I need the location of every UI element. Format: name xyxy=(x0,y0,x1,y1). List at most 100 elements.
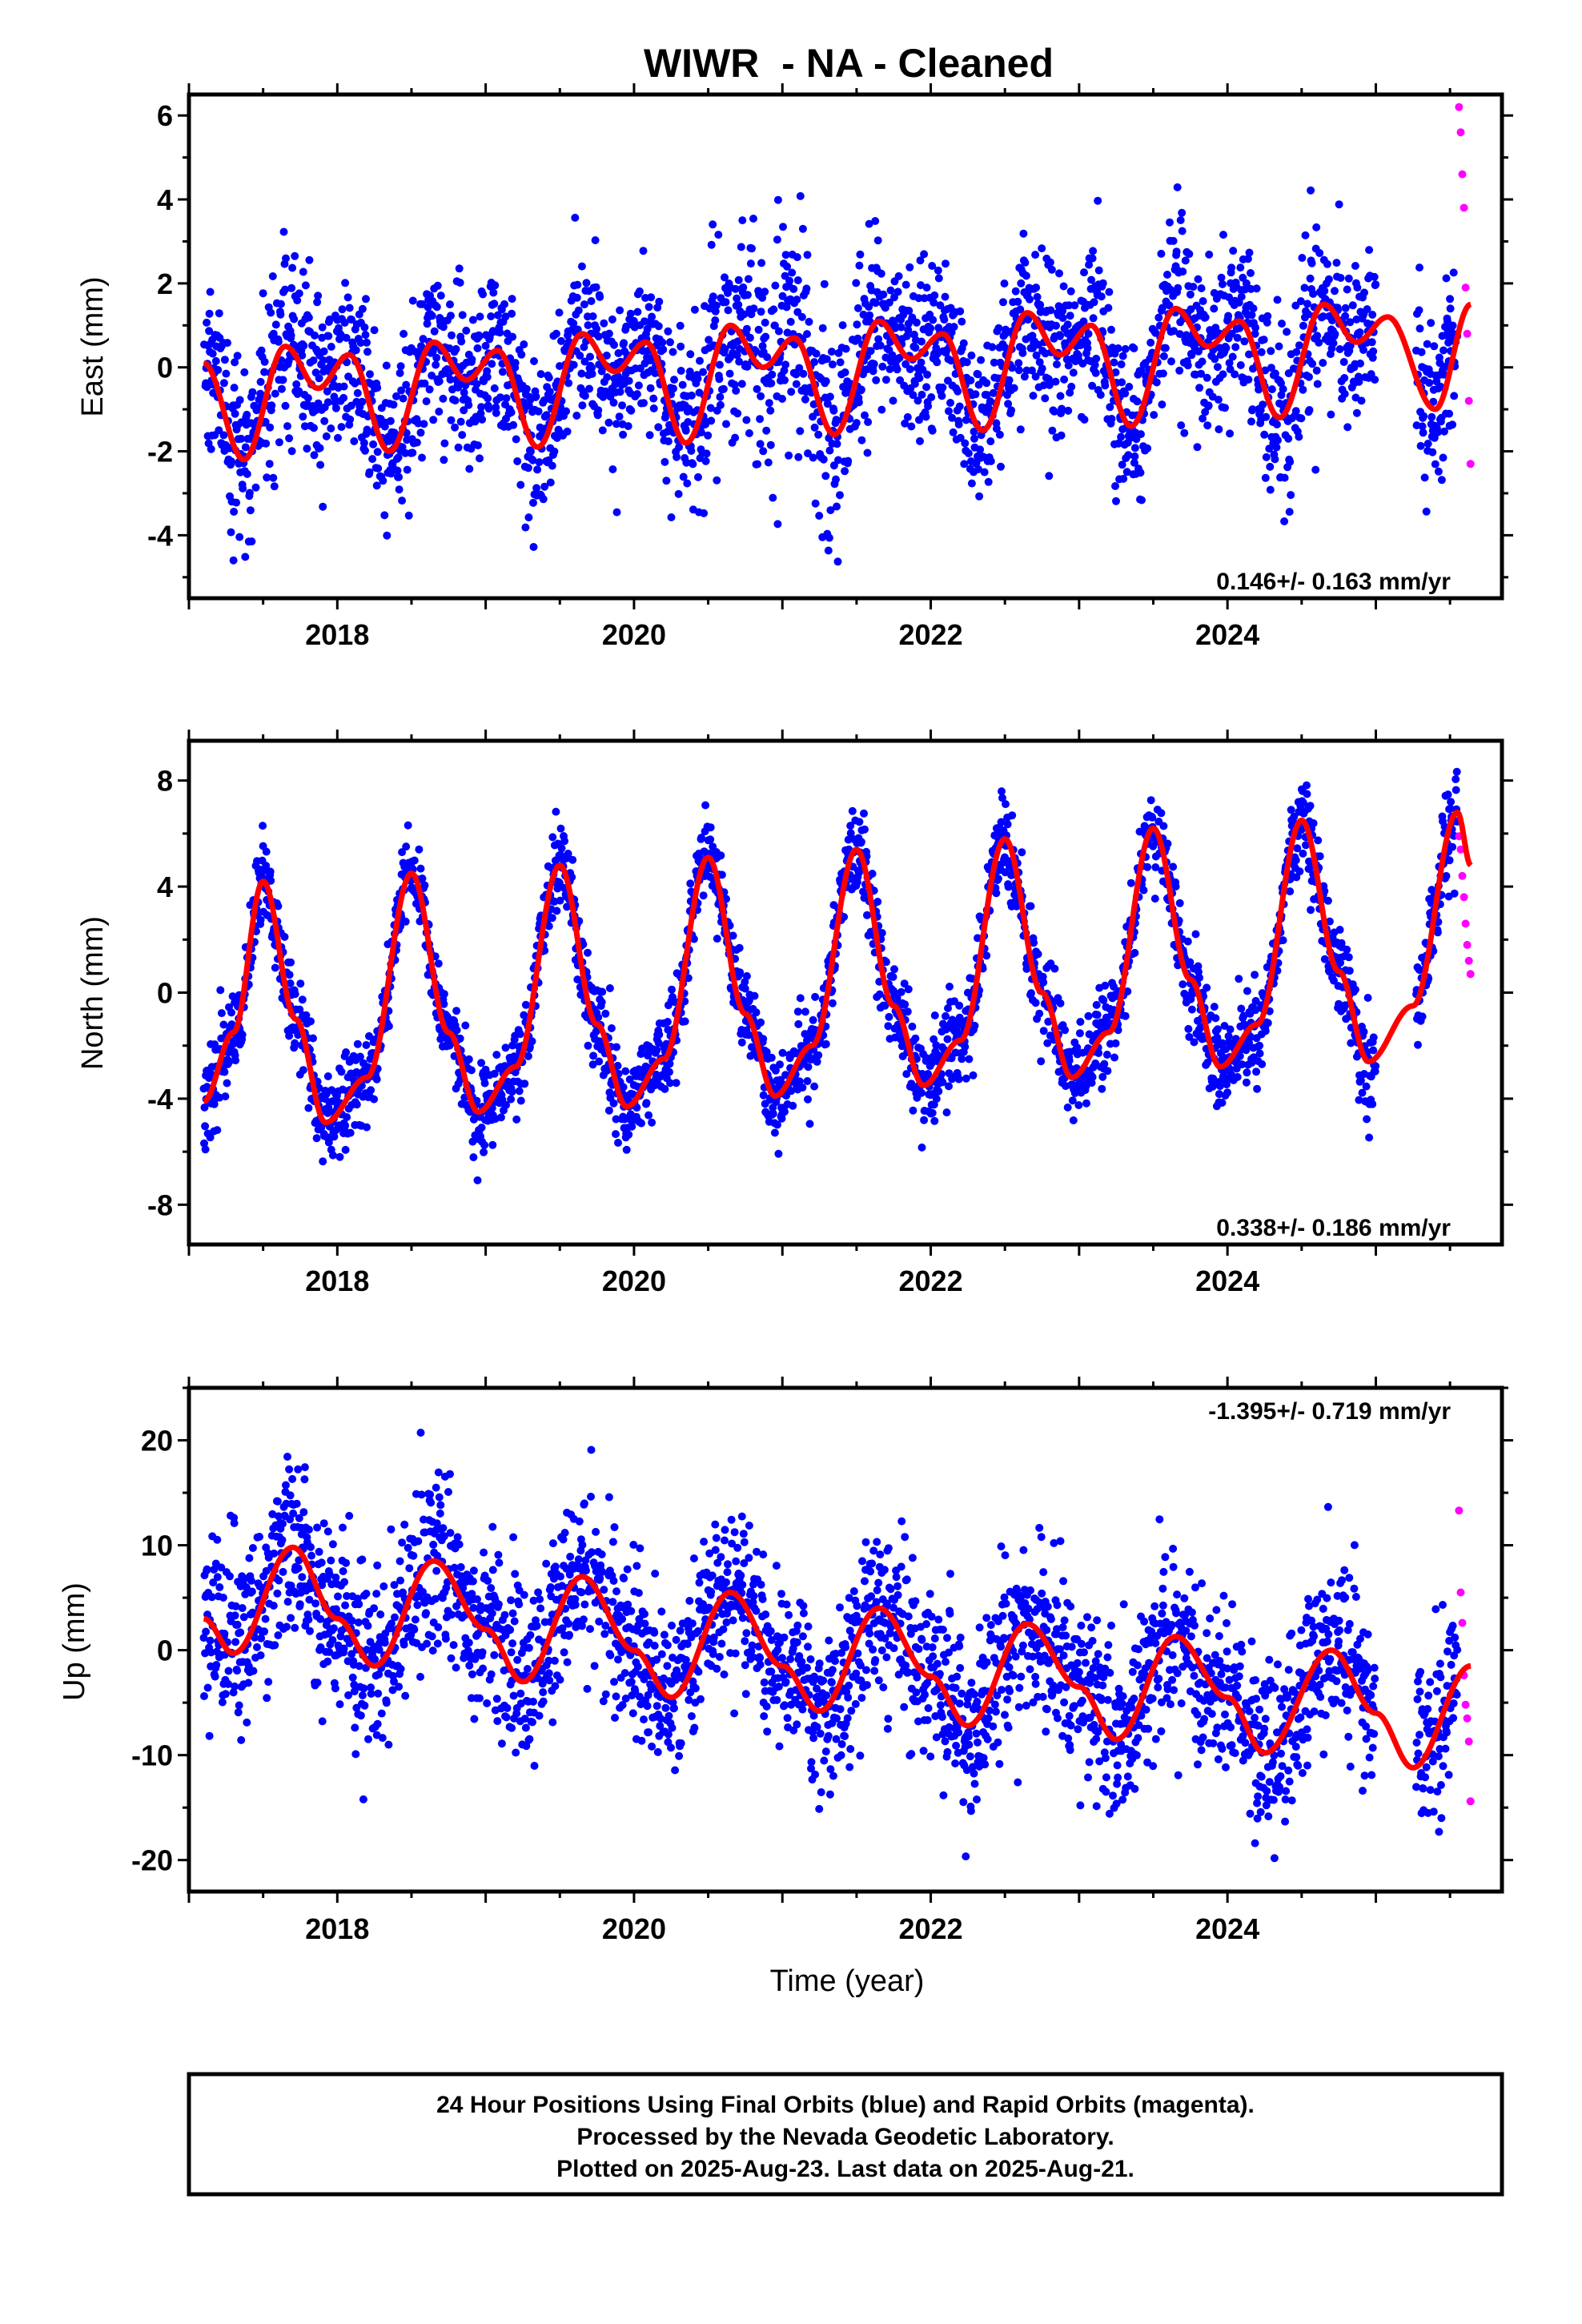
north-final-orbit-point xyxy=(1239,1011,1248,1020)
east-final-orbit-point xyxy=(1136,468,1145,477)
east-final-orbit-point xyxy=(1217,273,1226,282)
east-final-orbit-point xyxy=(1335,345,1344,353)
east-final-orbit-point xyxy=(859,310,868,319)
east-final-orbit-point xyxy=(1083,344,1092,352)
east-final-orbit-point xyxy=(801,395,809,404)
east-final-orbit-point xyxy=(1262,452,1271,461)
east-final-orbit-point xyxy=(215,309,223,318)
east-final-orbit-point xyxy=(714,231,723,239)
east-final-orbit-point xyxy=(645,431,654,440)
north-final-orbit-point xyxy=(909,1106,917,1115)
east-final-orbit-point xyxy=(716,392,725,401)
north-final-orbit-point xyxy=(1242,1046,1251,1055)
north-final-orbit-point xyxy=(863,911,871,919)
east-final-orbit-point xyxy=(1440,427,1448,436)
east-final-orbit-point xyxy=(857,385,865,394)
east-final-orbit-point xyxy=(343,358,351,367)
north-final-orbit-point xyxy=(362,1041,371,1049)
east-final-orbit-point xyxy=(647,293,656,302)
east-final-orbit-point xyxy=(627,406,636,415)
east-final-orbit-point xyxy=(1016,305,1025,314)
north-final-orbit-point xyxy=(469,1153,478,1162)
east-final-orbit-point xyxy=(997,462,1005,471)
east-final-orbit-point xyxy=(803,251,812,259)
east-final-orbit-point xyxy=(762,426,771,435)
east-final-orbit-point xyxy=(1273,420,1281,428)
east-final-orbit-point xyxy=(902,332,911,340)
east-rapid-orbit-point xyxy=(1458,170,1467,179)
east-final-orbit-point xyxy=(705,336,713,344)
north-final-orbit-point xyxy=(798,1084,807,1092)
east-final-orbit-point xyxy=(1198,357,1207,366)
north-final-orbit-point xyxy=(1098,1084,1106,1093)
east-final-orbit-point xyxy=(824,546,833,555)
east-final-orbit-point xyxy=(873,236,882,245)
north-final-orbit-point xyxy=(1026,902,1035,911)
east-final-orbit-point xyxy=(1204,401,1213,410)
east-final-orbit-point xyxy=(766,440,775,449)
east-final-orbit-point xyxy=(1014,366,1023,375)
north-final-orbit-point xyxy=(520,1011,528,1019)
north-final-orbit-point xyxy=(456,1034,464,1043)
east-final-orbit-point xyxy=(584,321,592,330)
north-final-orbit-point xyxy=(644,1111,653,1120)
east-final-orbit-point xyxy=(958,317,966,326)
north-final-orbit-point xyxy=(1171,883,1180,891)
east-final-orbit-point xyxy=(682,458,691,467)
east-final-orbit-point xyxy=(821,472,830,480)
east-final-orbit-point xyxy=(483,372,492,381)
east-final-orbit-point xyxy=(804,449,812,458)
east-final-orbit-point xyxy=(1094,196,1102,205)
east-final-orbit-point xyxy=(530,357,538,365)
east-final-orbit-point xyxy=(757,259,766,267)
east-final-orbit-point xyxy=(395,485,404,494)
east-final-orbit-point xyxy=(412,438,421,447)
east-final-orbit-point xyxy=(962,358,971,367)
north-final-orbit-point xyxy=(576,991,585,999)
north-final-orbit-point xyxy=(603,1066,612,1075)
east-final-orbit-point xyxy=(995,430,1004,439)
east-final-orbit-point xyxy=(1416,441,1425,450)
north-final-orbit-point xyxy=(521,1000,530,1009)
east-final-orbit-point xyxy=(1105,287,1114,296)
east-final-orbit-point xyxy=(895,353,904,362)
north-final-orbit-point xyxy=(548,833,557,842)
east-final-orbit-point xyxy=(1222,344,1231,352)
north-final-orbit-point xyxy=(1211,1014,1220,1023)
north-final-orbit-point xyxy=(280,932,289,941)
east-final-orbit-point xyxy=(773,520,782,529)
east-final-orbit-point xyxy=(922,383,931,392)
north-final-orbit-point xyxy=(1186,958,1195,967)
east-final-orbit-point xyxy=(1098,279,1107,287)
north-final-orbit-point xyxy=(365,1031,373,1040)
east-final-orbit-point xyxy=(424,303,432,312)
north-final-orbit-point xyxy=(713,935,721,943)
east-final-orbit-point xyxy=(1237,292,1246,301)
east-final-orbit-point xyxy=(1047,265,1056,274)
east-final-orbit-point xyxy=(241,553,250,561)
east-final-orbit-point xyxy=(1272,443,1281,452)
east-final-orbit-point xyxy=(661,457,669,466)
north-final-orbit-point xyxy=(767,1053,776,1062)
north-final-orbit-point xyxy=(846,822,855,830)
east-final-orbit-point xyxy=(585,384,593,393)
east-final-orbit-point xyxy=(820,279,829,288)
east-final-orbit-point xyxy=(1360,288,1368,297)
north-final-orbit-point xyxy=(228,992,237,1001)
east-final-orbit-point xyxy=(310,424,318,432)
east-final-orbit-point xyxy=(1341,312,1350,320)
east-plot-frame xyxy=(187,92,1504,601)
north-final-orbit-point xyxy=(762,1047,771,1056)
east-final-orbit-point xyxy=(311,406,320,415)
east-final-orbit-point xyxy=(812,349,821,358)
east-final-orbit-point xyxy=(1130,458,1138,467)
north-final-orbit-point xyxy=(1084,1011,1093,1020)
north-final-orbit-point xyxy=(464,1055,473,1063)
east-final-orbit-point xyxy=(207,444,215,453)
east-final-orbit-point xyxy=(573,280,582,289)
north-final-orbit-point xyxy=(982,951,991,960)
north-final-orbit-point xyxy=(1070,1089,1079,1097)
east-final-orbit-point xyxy=(331,404,340,412)
east-final-orbit-point xyxy=(487,312,496,320)
east-final-orbit-point xyxy=(640,399,648,408)
